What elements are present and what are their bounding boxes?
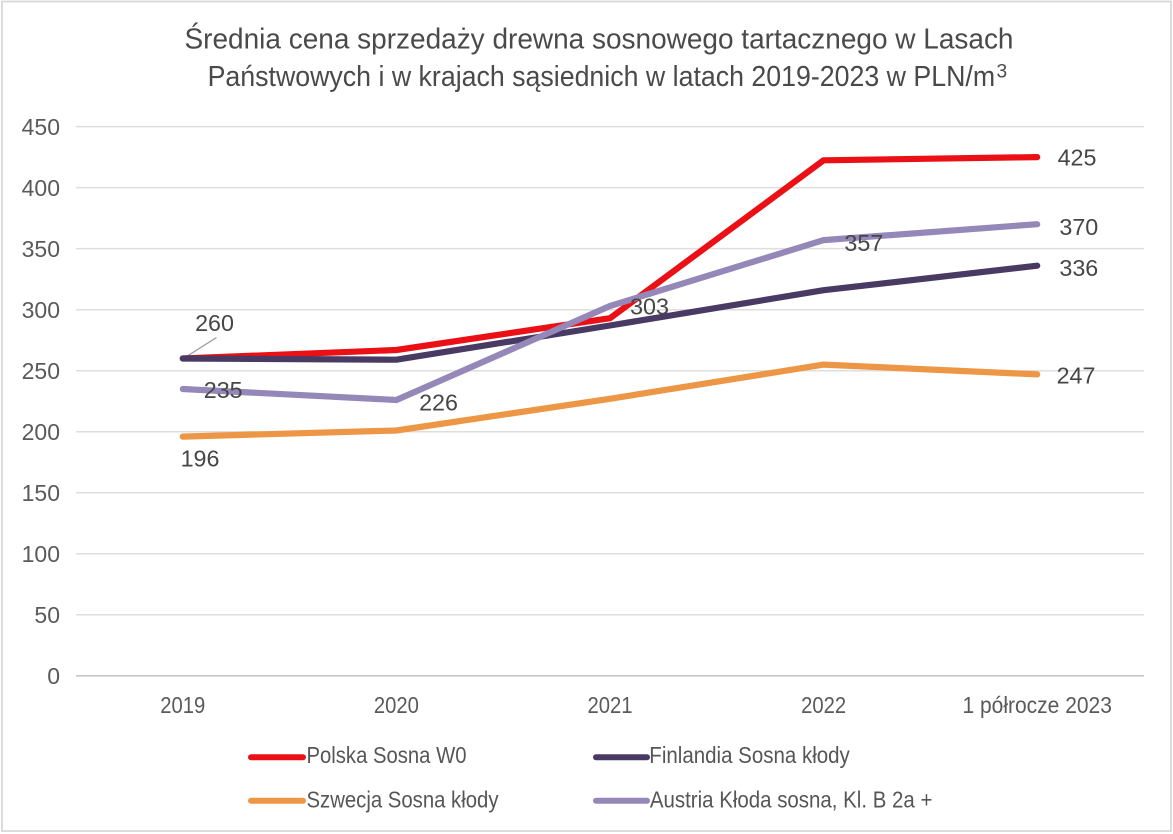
svg-text:303: 303 (630, 294, 669, 320)
svg-text:Austria Kłoda sosna, Kl. B 2a: Austria Kłoda sosna, Kl. B 2a + (650, 786, 933, 812)
svg-text:450: 450 (22, 114, 60, 140)
svg-text:1 półrocze 2023: 1 półrocze 2023 (962, 692, 1112, 718)
svg-text:150: 150 (22, 480, 60, 506)
svg-text:247: 247 (1057, 362, 1096, 388)
svg-text:300: 300 (22, 297, 60, 323)
svg-text:Finlandia Sosna kłody: Finlandia Sosna kłody (649, 742, 850, 768)
svg-text:50: 50 (34, 602, 60, 628)
svg-text:350: 350 (22, 236, 60, 262)
svg-text:2021: 2021 (588, 692, 633, 718)
svg-text:2020: 2020 (374, 692, 419, 718)
svg-text:357: 357 (844, 230, 883, 256)
svg-text:2022: 2022 (801, 692, 846, 718)
svg-text:0: 0 (47, 663, 60, 689)
svg-text:370: 370 (1059, 214, 1098, 240)
svg-text:3: 3 (997, 61, 1008, 82)
svg-text:Szwecja Sosna kłody: Szwecja Sosna kłody (307, 786, 499, 812)
svg-text:2019: 2019 (160, 692, 205, 718)
svg-text:425: 425 (1058, 145, 1097, 171)
svg-text:226: 226 (419, 389, 458, 415)
svg-text:Polska Sosna W0: Polska Sosna W0 (307, 742, 467, 768)
svg-text:400: 400 (22, 175, 60, 201)
svg-text:196: 196 (181, 445, 220, 471)
svg-text:100: 100 (22, 541, 60, 567)
svg-text:260: 260 (195, 310, 234, 336)
svg-text:Średnia cena sprzedaży drewna: Średnia cena sprzedaży drewna sosnowego … (185, 21, 1014, 55)
svg-text:250: 250 (22, 358, 60, 384)
svg-text:Państwowych i w krajach sąsied: Państwowych i w krajach sąsiednich w lat… (208, 61, 996, 93)
svg-text:235: 235 (204, 377, 243, 403)
svg-text:336: 336 (1059, 255, 1098, 281)
svg-text:200: 200 (22, 419, 60, 445)
